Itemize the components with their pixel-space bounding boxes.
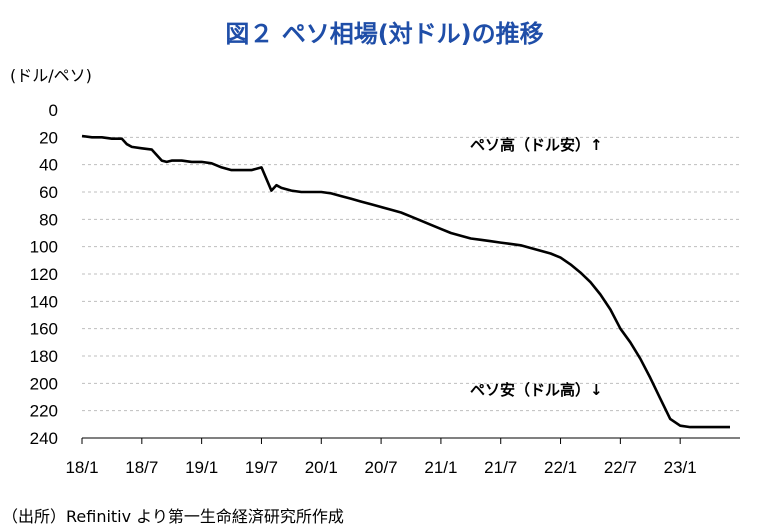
x-tick-label: 22/1: [544, 458, 577, 477]
y-tick-label: 40: [39, 156, 58, 175]
x-tick-label: 19/7: [245, 458, 278, 477]
y-tick-label: 0: [49, 101, 58, 120]
y-tick-label: 200: [30, 374, 58, 393]
x-tick-label: 18/1: [65, 458, 98, 477]
x-tick-label: 20/1: [305, 458, 338, 477]
y-tick-label: 80: [39, 210, 58, 229]
x-tick-label: 23/1: [664, 458, 697, 477]
y-tick-label: 20: [39, 128, 58, 147]
x-tick-label: 18/7: [125, 458, 158, 477]
y-tick-label: 220: [30, 402, 58, 421]
y-axis-ticks: 0 20 40 60 80 100 120 140 160 180 200 220 240: [30, 101, 58, 448]
y-tick-label: 240: [30, 429, 58, 448]
peso-rate-line: [81, 134, 730, 429]
x-tick-label: 19/1: [185, 458, 218, 477]
source-note: （出所）Refinitiv より第一生命経済研究所作成: [2, 507, 344, 526]
y-tick-label: 120: [30, 265, 58, 284]
y-tick-label: 60: [39, 183, 58, 202]
y-tick-label: 140: [30, 292, 58, 311]
y-tick-label: 100: [30, 238, 58, 257]
annotation-peso-weak: ペソ安（ドル高）↓: [470, 381, 603, 399]
y-axis-unit-label: (ドル/ペソ): [10, 66, 92, 85]
x-tick-label: 21/1: [424, 458, 457, 477]
y-tick-label: 180: [30, 347, 58, 366]
annotation-peso-strong: ペソ高（ドル安）↑: [470, 136, 603, 154]
gridlines: [82, 136, 740, 412]
x-tick-label: 20/7: [365, 458, 398, 477]
x-axis-ticks: 18/1 18/7 19/1 19/7 20/1 20/7 21/1 21/7 22/1 22/7…: [65, 438, 697, 477]
y-tick-label: 160: [30, 320, 58, 339]
chart-title: 図２ ペソ相場(対ドル)の推移: [225, 20, 544, 48]
x-tick-label: 21/7: [484, 458, 517, 477]
x-tick-label: 22/7: [604, 458, 637, 477]
